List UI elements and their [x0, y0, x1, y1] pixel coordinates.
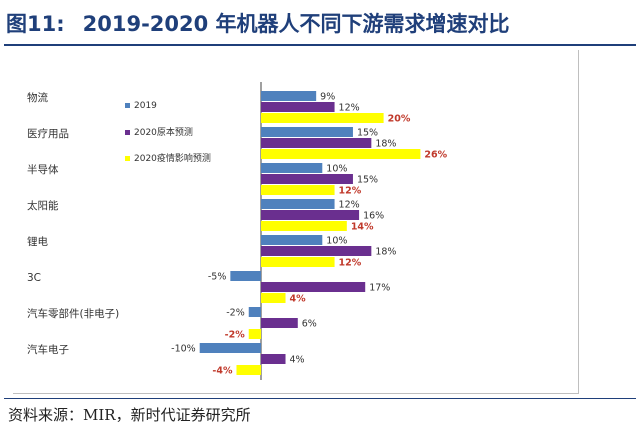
bar-2020-covid [261, 257, 335, 267]
legend-entry: 2020原本预测 [134, 126, 193, 138]
data-label: 12% [339, 200, 360, 211]
data-label: 16% [363, 211, 384, 222]
category-label: 物流 [27, 91, 48, 104]
data-label: 17% [369, 283, 390, 294]
category-label: 半导体 [27, 163, 59, 176]
bar-2020-covid [261, 221, 347, 231]
data-label: 15% [357, 175, 378, 186]
bar-2020-covid [248, 329, 261, 339]
category-label: 太阳能 [27, 199, 59, 212]
data-label: 6% [302, 319, 317, 330]
bar-2020-covid [261, 185, 335, 195]
figure-title: 图11: 2019-2020 年机器人不同下游需求增速对比 [6, 6, 510, 42]
data-label: -2% [225, 330, 246, 341]
bar-2020-original [261, 282, 366, 292]
data-label: 12% [339, 186, 362, 197]
legend-entry: 2020疫情影响预测 [134, 152, 211, 164]
chart-frame [13, 50, 579, 394]
data-label: 18% [375, 247, 396, 258]
data-label: 9% [320, 92, 335, 103]
data-label: 10% [326, 236, 347, 247]
title-divider [4, 44, 636, 46]
bar-2019 [230, 271, 261, 281]
bar-2020-covid [261, 293, 286, 303]
figure-number: 图11: [6, 12, 65, 36]
legend-swatch [125, 130, 130, 135]
data-label: -2% [226, 308, 245, 319]
bar-2020-covid [261, 113, 384, 123]
legend-swatch [125, 156, 130, 161]
source-divider [4, 398, 636, 399]
bar-2020-original [261, 318, 298, 328]
bar-2020-original [261, 102, 335, 112]
category-label: 3C [27, 272, 41, 284]
data-label: -5% [208, 272, 227, 283]
data-label: 14% [351, 222, 374, 233]
data-label: 26% [424, 150, 447, 161]
data-label: 10% [326, 164, 347, 175]
legend-swatch [125, 103, 130, 108]
data-label: -10% [171, 344, 196, 355]
bar-2020-original [261, 138, 372, 148]
data-label: 15% [357, 128, 378, 139]
bar-2019 [261, 91, 317, 101]
figure-title-text: 2019-2020 年机器人不同下游需求增速对比 [82, 12, 510, 36]
bar-2019 [261, 127, 353, 137]
bar-2020-original [261, 246, 372, 256]
legend-entry: 2019 [134, 101, 157, 111]
category-label: 汽车电子 [27, 343, 69, 356]
category-label: 医疗用品 [27, 127, 69, 140]
category-label: 汽车零部件(非电子) [27, 307, 119, 320]
data-label: 12% [339, 103, 360, 114]
data-label: 4% [290, 294, 307, 305]
bar-2020-original [261, 354, 286, 364]
bar-2020-original [261, 174, 353, 184]
category-label: 锂电 [27, 235, 48, 248]
data-label: -4% [212, 366, 233, 377]
data-label: 20% [388, 114, 411, 125]
bar-2020-covid [261, 149, 421, 159]
bar-2020-covid [236, 365, 261, 375]
bar-2019 [199, 343, 261, 353]
data-label: 18% [375, 139, 396, 150]
bar-2019 [261, 163, 323, 173]
bar-2019 [261, 199, 335, 209]
data-label: 12% [339, 258, 362, 269]
bar-2019 [248, 307, 261, 317]
bar-2020-original [261, 210, 360, 220]
bar-2019 [261, 235, 323, 245]
source-note: 资料来源：MIR，新时代证券研究所 [8, 406, 251, 424]
data-label: 4% [290, 355, 305, 366]
